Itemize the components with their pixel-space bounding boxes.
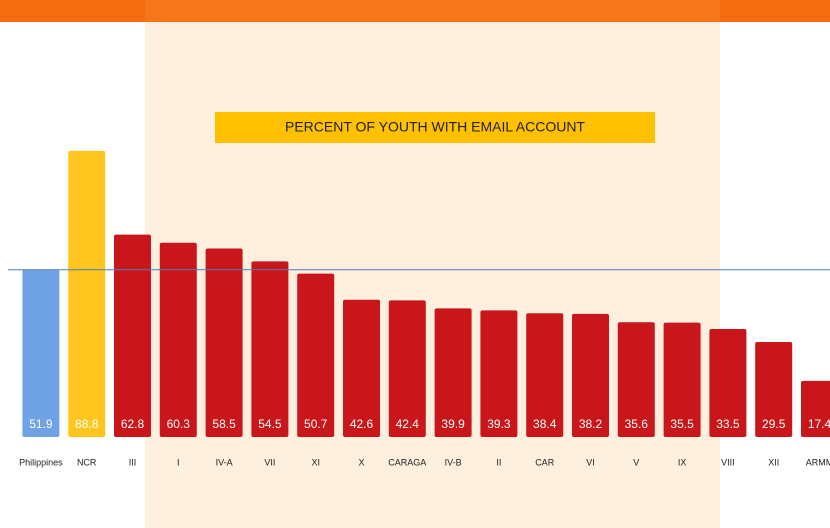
value-label: 38.2 [579, 417, 603, 431]
x-tick-label: IX [678, 457, 687, 467]
value-label: 88.8 [75, 417, 99, 431]
x-tick-label: CAR [535, 457, 555, 467]
x-tick-label: II [496, 457, 501, 467]
value-label: 35.6 [625, 417, 649, 431]
value-label: 60.3 [167, 417, 191, 431]
value-label: 62.8 [121, 417, 145, 431]
bar [160, 243, 197, 437]
x-tick-label: CARAGA [388, 457, 426, 467]
x-tick-label: VIII [721, 457, 735, 467]
x-tick-label: ARMM [806, 457, 830, 467]
value-label: 42.6 [350, 417, 374, 431]
value-label: 38.4 [533, 417, 557, 431]
x-tick-label: I [177, 457, 180, 467]
value-label: 35.5 [670, 417, 694, 431]
x-tick-label: XII [768, 457, 779, 467]
x-tick-label: VII [264, 457, 275, 467]
chart-title: PERCENT OF YOUTH WITH EMAIL ACCOUNT [285, 119, 585, 135]
x-tick-label: III [129, 457, 137, 467]
x-tick-label: X [358, 457, 364, 467]
value-label: 17.4 [808, 417, 830, 431]
bar [251, 261, 288, 437]
bar [68, 151, 105, 437]
value-label: 39.3 [487, 417, 511, 431]
value-label: 58.5 [212, 417, 236, 431]
bar [206, 249, 243, 438]
value-label: 29.5 [762, 417, 786, 431]
x-tick-label: Philippines [19, 457, 63, 467]
bar [114, 235, 151, 437]
bar [297, 274, 334, 437]
bar [22, 270, 59, 437]
x-tick-label: XI [311, 457, 320, 467]
x-tick-label: IV-A [216, 457, 233, 467]
chart: PERCENT OF YOUTH WITH EMAIL ACCOUNT 51.9… [0, 0, 830, 528]
value-label: 42.4 [396, 417, 420, 431]
value-label: 51.9 [29, 417, 53, 431]
x-tick-label: NCR [77, 457, 97, 467]
value-label: 54.5 [258, 417, 282, 431]
x-tick-label: IV-B [445, 457, 462, 467]
value-label: 50.7 [304, 417, 328, 431]
x-tick-label: VI [586, 457, 595, 467]
value-label: 39.9 [441, 417, 465, 431]
x-tick-label: V [633, 457, 639, 467]
value-label: 33.5 [716, 417, 740, 431]
